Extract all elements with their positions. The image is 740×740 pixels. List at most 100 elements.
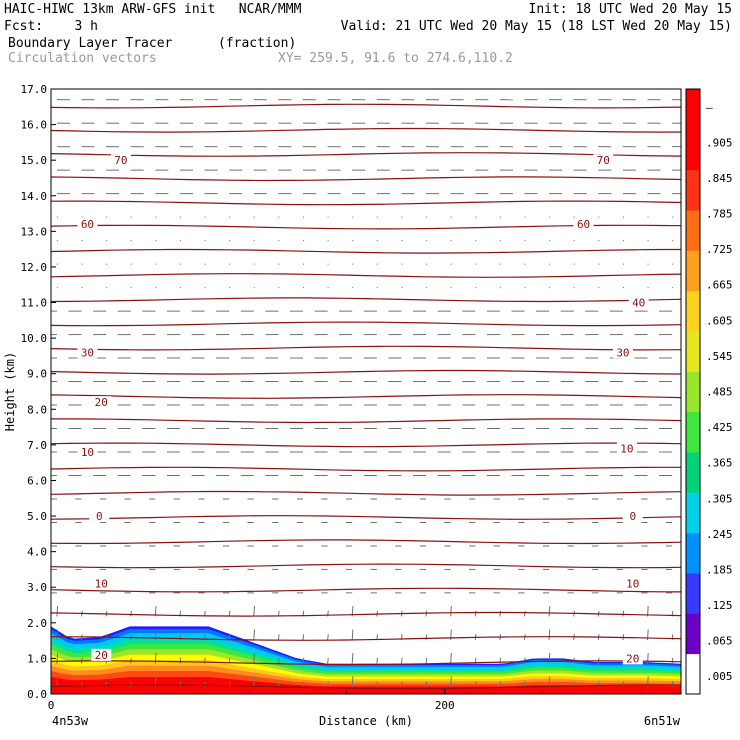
circulation-vector [474, 610, 477, 617]
temperature-contour [51, 660, 681, 666]
contour-label: 30 [81, 346, 94, 359]
colorbar-label: .545 [706, 350, 733, 363]
circulation-vector [499, 610, 502, 617]
contour-label-bg [91, 577, 112, 590]
colorbar-swatch [686, 573, 700, 614]
circulation-vector [277, 657, 280, 664]
colorbar-label: .905 [706, 136, 733, 149]
colorbar-label: .185 [706, 563, 733, 576]
contour-label-bg [77, 446, 98, 458]
colorbar-label: .005 [706, 670, 733, 683]
circulation-vector [351, 676, 354, 687]
contour-label: 20 [95, 649, 108, 662]
circulation-vector [130, 610, 132, 617]
colorbar-swatch [686, 653, 700, 695]
colorbar-swatch [686, 452, 700, 493]
temperature-contour [51, 273, 681, 278]
contour-label-bg [622, 510, 643, 523]
circulation-vector [622, 681, 625, 687]
circulation-vector [130, 681, 132, 687]
circulation-vector [253, 676, 255, 687]
circulation-vector [671, 657, 674, 664]
colorbar-swatch [686, 532, 700, 574]
y-tick-label: 0.0 [27, 688, 47, 701]
right-endpoint-label: 6n51w [644, 714, 681, 728]
field-units: (fraction) [218, 36, 297, 51]
x-tick-label: 200 [435, 699, 455, 712]
circulation-vector [351, 629, 354, 640]
contour-label-bg [612, 346, 633, 359]
circulation-vector [204, 681, 206, 687]
circulation-vector [622, 610, 625, 617]
xy-label: XY= 259.5, 91.6 to 274.6,110.2 [278, 51, 513, 66]
colorbar-swatch [686, 210, 700, 251]
circulation-vector [474, 681, 477, 687]
y-tick-label: 2.0 [27, 617, 47, 630]
contour-label-bg [593, 154, 614, 167]
circulation-vector [327, 657, 329, 664]
circulation-vector [253, 652, 255, 664]
temperature-contour [51, 394, 681, 399]
circulation-vector [253, 605, 255, 617]
colorbar-label: .485 [706, 386, 733, 399]
contour-label: 20 [95, 396, 108, 409]
contour-label: 60 [577, 218, 590, 231]
header-fcst: Fcst: 3 h [4, 19, 98, 34]
circulation-vector [56, 605, 59, 617]
colorbar-label: .365 [706, 457, 733, 470]
circulation-vector [523, 610, 526, 617]
colorbar-label: .845 [706, 172, 733, 185]
circulation-vector [523, 657, 526, 664]
plot-frame [50, 88, 682, 695]
colorbar-swatch [686, 613, 700, 655]
colorbar-swatch [686, 250, 700, 292]
temperature-contour [51, 515, 681, 520]
y-axis-label: Height (km) [3, 352, 17, 431]
circulation-vector [302, 657, 305, 664]
y-tick-label: 8.0 [27, 403, 47, 416]
circulation-vector [548, 605, 551, 617]
contour-label: 60 [81, 218, 94, 231]
y-tick-label: 15.0 [21, 154, 48, 167]
circulation-vectors [51, 99, 681, 687]
circulation-vector [351, 652, 354, 664]
contour-label: 0 [96, 510, 103, 523]
circulation-vector [450, 605, 452, 617]
contour-label: 10 [620, 442, 633, 455]
circulation-vector [425, 681, 428, 687]
circulation-vector [425, 634, 428, 640]
temperature-contour [51, 611, 681, 617]
circulation-vector [327, 681, 329, 687]
circulation-vector [548, 676, 551, 687]
circulation-vector [56, 676, 59, 687]
temperature-contour [51, 587, 681, 593]
y-tick-label: 12.0 [21, 261, 48, 274]
circulation-vector [302, 681, 305, 687]
contour-label-bg [91, 396, 112, 409]
header-valid: Valid: 21 UTC Wed 20 May 15 (18 LST Wed … [340, 19, 732, 34]
contour-label-bg [622, 577, 643, 590]
colorbar-label: .665 [706, 279, 733, 292]
circulation-vector [523, 681, 526, 687]
y-tick-label: 6.0 [27, 474, 47, 487]
temperature-contour [51, 152, 681, 157]
y-tick-label: 16.0 [21, 119, 48, 132]
contour-label: 10 [95, 578, 108, 591]
circulation-vector [56, 629, 59, 640]
contour-label: 70 [114, 154, 127, 167]
temperature-contour [51, 539, 681, 545]
contour-label: 70 [597, 154, 610, 167]
colorbar-swatch [686, 169, 700, 211]
circulation-vector [376, 681, 378, 687]
temperature-contour [51, 248, 681, 254]
contour-label-bg [110, 154, 131, 167]
circulation-vector [425, 657, 428, 664]
axes: 0.0 1.0 2.0 3.0 4.0 5.0 6.0 7.0 8.0 9.0 10.0 11.0 12… [3, 83, 681, 728]
temperature-contour [51, 684, 681, 690]
colorbar-swatch [686, 411, 700, 453]
colorbar-swatch [686, 89, 700, 130]
colorbar-swatch [686, 492, 700, 534]
circulation-vector [228, 634, 231, 640]
colorbar-swatch [686, 331, 700, 372]
